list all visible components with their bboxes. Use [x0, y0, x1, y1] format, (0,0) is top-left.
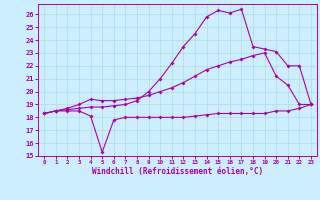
X-axis label: Windchill (Refroidissement éolien,°C): Windchill (Refroidissement éolien,°C)	[92, 167, 263, 176]
